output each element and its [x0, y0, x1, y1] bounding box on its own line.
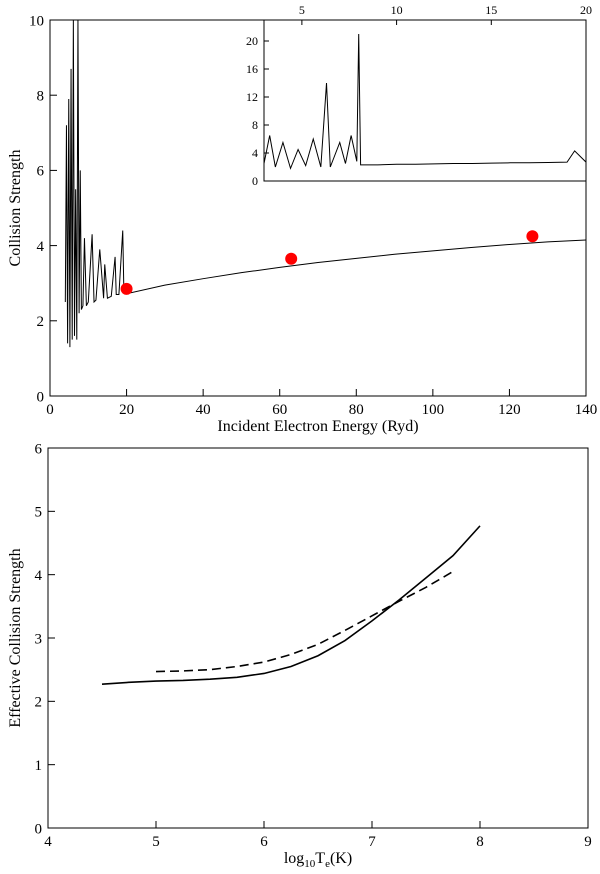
y-tick-label: 4: [252, 146, 258, 160]
data-line: [64, 20, 586, 348]
y-tick-label: 0: [37, 389, 45, 405]
x-tick-label: 4: [44, 834, 52, 850]
x-tick-label: 80: [349, 402, 364, 418]
data-line: [155, 570, 454, 673]
x-tick-label: 10: [391, 3, 403, 17]
y-tick-label: 16: [246, 62, 258, 76]
x-tick-label: 120: [498, 402, 521, 418]
y-tick-label: 6: [35, 441, 43, 457]
y-tick-label: 0: [252, 174, 258, 188]
x-axis-label: Incident Electron Energy (Ryd): [217, 418, 418, 435]
x-tick-label: 140: [575, 402, 598, 418]
y-tick-label: 1: [35, 758, 43, 774]
y-tick-label: 6: [37, 164, 45, 180]
x-axis-label-subscript: 10: [304, 858, 316, 870]
inset-background: [264, 20, 586, 181]
x-axis-label: log10Te(K): [284, 850, 352, 870]
x-tick-label: 100: [422, 402, 445, 418]
data-line: [101, 525, 481, 686]
x-tick-label: 6: [260, 834, 268, 850]
y-tick-label: 8: [252, 118, 258, 132]
y-tick-label: 20: [246, 34, 258, 48]
data-point: [285, 252, 298, 265]
y-tick-label: 3: [35, 631, 43, 647]
x-tick-label: 20: [119, 402, 134, 418]
data-point: [526, 230, 539, 243]
x-tick-label: 5: [152, 834, 160, 850]
y-tick-label: 2: [37, 314, 45, 330]
x-axis-label-subscript: e: [325, 858, 330, 870]
plot-frame: [263, 19, 587, 182]
x-axis-label-part: T: [315, 850, 325, 867]
y-tick-label: 2: [35, 695, 43, 711]
y-tick-label: 8: [37, 88, 45, 104]
x-tick-label: 15: [485, 3, 497, 17]
y-tick-label: 0: [35, 821, 43, 837]
x-tick-label: 9: [584, 834, 592, 850]
x-tick-label: 5: [299, 3, 305, 17]
x-tick-label: 40: [196, 402, 211, 418]
x-tick-label: 8: [476, 834, 484, 850]
x-tick-label: 0: [46, 402, 54, 418]
data-line: [264, 33, 586, 170]
x-tick-label: 7: [368, 834, 376, 850]
y-tick-label: 4: [37, 239, 45, 255]
y-axis-label: Effective Collision Strength: [7, 548, 24, 727]
y-tick-label: 5: [35, 505, 43, 521]
y-axis-label: Collision Strength: [7, 150, 24, 267]
y-tick-label: 12: [246, 90, 258, 104]
x-axis-label-part: (K): [330, 850, 352, 867]
x-tick-label: 60: [272, 402, 287, 418]
y-tick-label: 10: [29, 13, 44, 29]
plot-frame: [47, 447, 589, 829]
x-tick-label: 20: [580, 3, 592, 17]
x-axis-label-part: log: [284, 850, 304, 867]
y-tick-label: 4: [35, 568, 43, 584]
data-point: [120, 282, 133, 295]
